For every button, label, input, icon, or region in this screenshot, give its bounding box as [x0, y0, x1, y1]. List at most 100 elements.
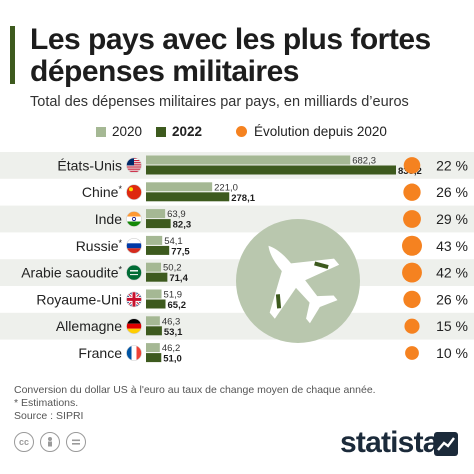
flag-band	[126, 345, 132, 361]
estimate-asterisk: *	[118, 265, 122, 275]
flag-star	[129, 187, 133, 192]
flag-ring	[126, 211, 142, 227]
legend-swatch-2020	[96, 126, 106, 137]
category-label: États-Unis	[57, 157, 122, 173]
flag-band	[131, 345, 137, 361]
evolution-bubble	[403, 183, 421, 201]
chart-row: Russie* 54,177,5 43 %	[76, 235, 468, 257]
flag-band	[126, 211, 142, 217]
value-label-2020: 682,3	[352, 156, 376, 167]
evolution-bubble	[403, 157, 421, 174]
bar-2020	[146, 343, 160, 353]
flag-sword	[130, 274, 138, 276]
value-label-2022: 65,2	[168, 300, 187, 311]
flag-ring	[126, 264, 142, 281]
flag-ring	[126, 291, 142, 308]
flag-band	[136, 345, 142, 361]
row-background	[0, 205, 474, 233]
value-label-2020: 51,9	[164, 290, 183, 301]
equal-icon[interactable]	[66, 432, 86, 452]
legend-dot-evolution	[236, 126, 247, 137]
evolution-label: 42 %	[436, 265, 468, 281]
evolution-label: 26 %	[436, 184, 468, 200]
legend-swatch-2022	[156, 126, 166, 137]
saudi-flag-icon	[126, 265, 142, 281]
bar-2022	[146, 165, 396, 175]
france-flag-icon	[126, 345, 142, 361]
category-label: Chine*	[82, 184, 123, 200]
bar-2022	[146, 272, 168, 282]
category-label: Russie*	[76, 238, 123, 254]
legend-item-evolution: Évolution depuis 2020	[236, 124, 387, 139]
evolution-bubble	[405, 346, 419, 360]
flag-band	[126, 323, 142, 329]
value-label-2022: 51,0	[163, 354, 182, 365]
legend-label-2022: 2022	[172, 124, 203, 139]
person-icon[interactable]	[40, 432, 60, 452]
bar-2020	[146, 155, 351, 165]
bar-2020	[146, 209, 166, 219]
russia-flag-icon	[126, 238, 142, 254]
evolution-bubble	[402, 262, 422, 283]
flag-ring	[126, 184, 142, 200]
fighter-jet-icon	[268, 245, 340, 324]
flag-cross-red	[126, 297, 142, 301]
chart-row: France 46,251,0 10 %	[78, 343, 468, 365]
estimate-asterisk: *	[118, 184, 122, 194]
evolution-bubble	[403, 290, 421, 309]
value-label-2022: 53,1	[164, 327, 183, 338]
uk-flag-icon	[126, 291, 142, 307]
source-notes: Conversion du dollar US à l'euro au taux…	[14, 384, 376, 423]
chart-row: Arabie saoudite* 50,271,4 42 %	[21, 262, 468, 284]
bar-2022	[146, 219, 171, 229]
flag-stripe	[126, 168, 142, 170]
statista-logo[interactable]: statista	[340, 426, 439, 459]
note-conversion: Conversion du dollar US à l'euro au taux…	[14, 384, 376, 396]
chart-title: Les pays avec les plus fortes dépenses m…	[30, 23, 431, 88]
flag-stripe	[126, 166, 142, 168]
statista-mark-icon	[434, 432, 458, 456]
us-flag-icon	[126, 157, 142, 172]
license-icons: cc	[14, 432, 86, 452]
flag-ring	[126, 318, 142, 335]
plane-illustration	[236, 219, 360, 343]
evolution-label: 10 %	[436, 345, 468, 361]
estimate-asterisk: *	[118, 238, 122, 248]
value-label-2022: 278,1	[231, 193, 255, 204]
bar-2022	[146, 326, 162, 336]
value-label-2020: 46,2	[162, 343, 181, 354]
value-label-2020: 54,1	[164, 236, 183, 247]
flag-band	[126, 328, 142, 334]
note-estimations: * Estimations.	[14, 397, 79, 409]
bar-2020	[146, 182, 213, 192]
flag-ring	[126, 157, 142, 174]
title-accent-bar	[10, 26, 15, 84]
legend-label-2020: 2020	[112, 124, 143, 139]
flag-canton	[126, 157, 134, 166]
flag-ring	[126, 345, 142, 361]
flag-band	[126, 221, 142, 227]
value-label-2020: 221,0	[214, 182, 238, 193]
bar-2022	[146, 353, 162, 363]
flag-band	[126, 238, 142, 244]
bar-2020	[146, 289, 162, 299]
bar-2022	[146, 192, 230, 202]
flag-field	[126, 265, 142, 281]
legend-item-2020: 2020	[96, 124, 142, 139]
germany-flag-icon	[126, 318, 142, 334]
value-label-2020: 46,3	[162, 316, 181, 327]
bar-2020	[146, 262, 162, 272]
value-label-2022: 71,4	[169, 273, 188, 284]
flag-script	[130, 270, 138, 272]
bar-2022	[146, 245, 170, 255]
row-background	[0, 312, 474, 340]
evolution-label: 29 %	[436, 211, 468, 227]
chart-row: Inde 63,982,3 29 %	[95, 209, 468, 231]
category-label: Royaume-Uni	[36, 291, 122, 307]
legend: 2020 2022 Évolution depuis 2020	[0, 124, 474, 142]
evolution-label: 22 %	[436, 157, 468, 173]
cc-icon[interactable]: cc	[14, 432, 34, 452]
